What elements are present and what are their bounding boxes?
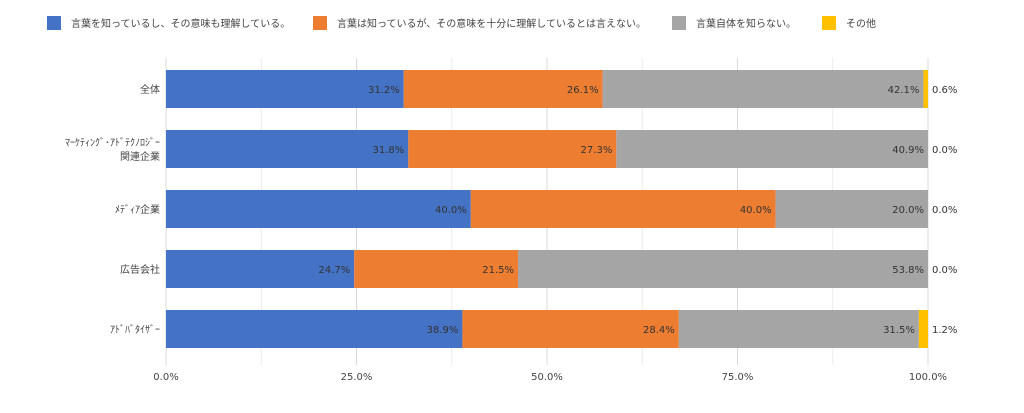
legend-swatch bbox=[47, 16, 61, 30]
legend-label: その他 bbox=[846, 17, 876, 30]
bar-segment-series-3 bbox=[518, 250, 928, 288]
bar-segment-series-2 bbox=[403, 70, 603, 108]
legend-swatch bbox=[822, 16, 836, 30]
data-label: 1.2% bbox=[932, 325, 957, 336]
legend-swatch bbox=[672, 16, 686, 30]
x-tick-label: 100.0% bbox=[909, 372, 947, 383]
data-label: 26.1% bbox=[567, 85, 599, 96]
x-tick-label: 0.0% bbox=[153, 372, 178, 383]
x-tick-label: 50.0% bbox=[531, 372, 563, 383]
category-label: ﾒﾃﾞｨｱ企業 bbox=[115, 203, 160, 216]
bar-segment-series-2 bbox=[354, 250, 519, 288]
data-label: 0.0% bbox=[932, 205, 957, 216]
x-tick-label: 25.0% bbox=[341, 372, 373, 383]
legend-layer: 言葉を知っているし、その意味も理解している。 言葉は知っているが、その意味を十分に… bbox=[47, 16, 876, 30]
labels-layer: 31.2% 26.1% 42.1% 0.6% 31.8% 27.3% 40.9% 0.0% 40… bbox=[318, 85, 957, 336]
category-label: ｱﾄﾞﾊﾞﾀｲｻﾞｰ bbox=[110, 324, 160, 336]
data-label: 40.9% bbox=[892, 145, 924, 156]
bar-segment-series-1 bbox=[166, 130, 409, 168]
x-tick-label: 75.0% bbox=[722, 372, 754, 383]
data-label: 31.5% bbox=[883, 325, 915, 336]
data-label: 21.5% bbox=[482, 265, 514, 276]
bars-layer bbox=[166, 70, 928, 348]
bar-segment-series-4 bbox=[918, 310, 928, 348]
bar-segment-series-3 bbox=[775, 190, 928, 228]
data-label: 40.0% bbox=[435, 205, 467, 216]
bar-segment-series-2 bbox=[408, 130, 617, 168]
legend-label: 言葉自体を知らない。 bbox=[696, 17, 796, 30]
legend-label: 言葉は知っているが、その意味を十分に理解しているとは言えない。 bbox=[337, 17, 646, 30]
bar-segment-series-2 bbox=[462, 310, 679, 348]
data-label: 42.1% bbox=[888, 85, 920, 96]
data-label: 27.3% bbox=[581, 145, 613, 156]
bar-segment-series-1 bbox=[166, 190, 471, 228]
category-label: 関連企業 bbox=[120, 150, 160, 163]
legend-label: 言葉を知っているし、その意味も理解している。 bbox=[71, 17, 290, 30]
data-label: 24.7% bbox=[318, 265, 350, 276]
data-label: 38.9% bbox=[427, 325, 459, 336]
data-label: 31.2% bbox=[368, 85, 400, 96]
bar-segment-series-2 bbox=[470, 190, 776, 228]
category-label: 広告会社 bbox=[120, 263, 160, 276]
bar-segment-series-4 bbox=[923, 70, 928, 108]
data-label: 40.0% bbox=[740, 205, 772, 216]
category-label: ﾏｰｹﾃｨﾝｸﾞ･ｱﾄﾞﾃｸﾉﾛｼﾞｰ bbox=[65, 137, 160, 149]
data-label: 0.6% bbox=[932, 85, 957, 96]
bar-segment-series-1 bbox=[166, 250, 355, 288]
bar-segment-series-3 bbox=[616, 130, 928, 168]
data-label: 53.8% bbox=[892, 265, 924, 276]
bar-segment-series-1 bbox=[166, 310, 463, 348]
data-label: 0.0% bbox=[932, 145, 957, 156]
data-label: 31.8% bbox=[373, 145, 405, 156]
data-label: 20.0% bbox=[892, 205, 924, 216]
bar-segment-series-1 bbox=[166, 70, 404, 108]
bar-segment-series-3 bbox=[602, 70, 924, 108]
data-label: 0.0% bbox=[932, 265, 957, 276]
legend-swatch bbox=[313, 16, 327, 30]
data-label: 28.4% bbox=[643, 325, 675, 336]
bar-segment-series-3 bbox=[678, 310, 919, 348]
category-label: 全体 bbox=[140, 83, 160, 96]
